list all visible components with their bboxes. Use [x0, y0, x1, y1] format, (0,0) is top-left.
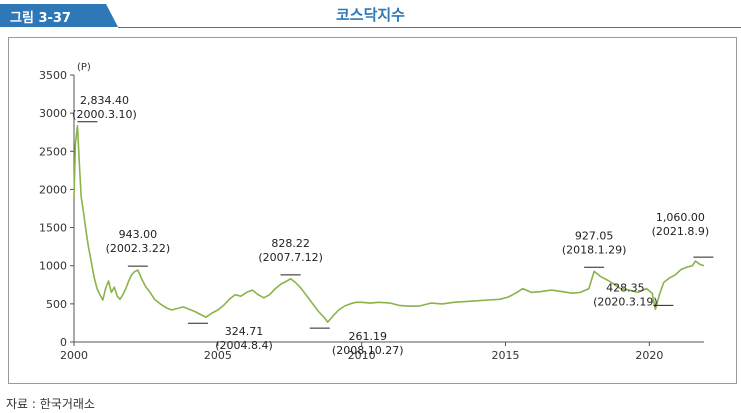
- x-tick-label: 2015: [492, 349, 520, 362]
- y-tick-label: 500: [46, 298, 67, 311]
- annotation-value: 2,834.40: [80, 94, 129, 107]
- annotation-date: (2021.8.9): [652, 225, 710, 238]
- y-tick-label: 3000: [39, 107, 67, 120]
- chart-frame: [8, 37, 737, 384]
- annotation-value: 828.22: [271, 237, 310, 250]
- chart-title: 코스닥지수: [335, 6, 405, 24]
- figure-label: 그림 3-37: [10, 11, 71, 26]
- source-note: 자료 : 한국거래소: [6, 397, 95, 411]
- y-tick-label: 1500: [39, 222, 67, 235]
- annotation-date: (2020.3.19): [593, 295, 658, 308]
- x-tick-label: 2005: [204, 349, 232, 362]
- annotation-value: 943.00: [119, 228, 158, 241]
- x-tick-label: 2020: [635, 349, 663, 362]
- annotation-value: 927.05: [575, 229, 614, 242]
- figure-label-badge: 그림 3-37: [0, 4, 118, 27]
- annotation-date: (2007.7.12): [258, 251, 323, 264]
- title-rule: [118, 27, 741, 28]
- annotation-date: (2002.3.22): [106, 242, 171, 255]
- annotation-date: (2000.3.10): [72, 108, 137, 121]
- annotation-value: 428.35: [606, 281, 645, 294]
- annotation-layer: 2,834.40(2000.3.10) 943.00(2002.3.22) 324.…: [72, 94, 714, 357]
- x-tick-label: 2000: [60, 349, 88, 362]
- y-tick-label: 0: [60, 336, 67, 349]
- annotation-value: 324.71: [225, 325, 264, 338]
- annotation-value: 1,060.00: [656, 211, 705, 224]
- series-layer: [73, 125, 705, 323]
- y-tick-label: 1000: [39, 260, 67, 273]
- y-axis-label: (P): [77, 62, 91, 73]
- badge-shape: [0, 4, 118, 27]
- y-tick-label: 2500: [39, 145, 67, 158]
- kosdaq-index-line: [73, 125, 705, 323]
- annotation-value: 261.19: [348, 330, 387, 343]
- annotation-date: (2008.10.27): [332, 344, 404, 357]
- x-tick-label: 2010: [348, 349, 376, 362]
- axes: 0 500 1000 1500 2000 2500 3000 3500 2000 2005 2010…: [39, 62, 704, 362]
- y-tick-label: 3500: [39, 69, 67, 82]
- y-tick-label: 2000: [39, 183, 67, 196]
- annotation-date: (2018.1.29): [562, 243, 627, 256]
- annotation-date: (2004.8.4): [215, 339, 273, 352]
